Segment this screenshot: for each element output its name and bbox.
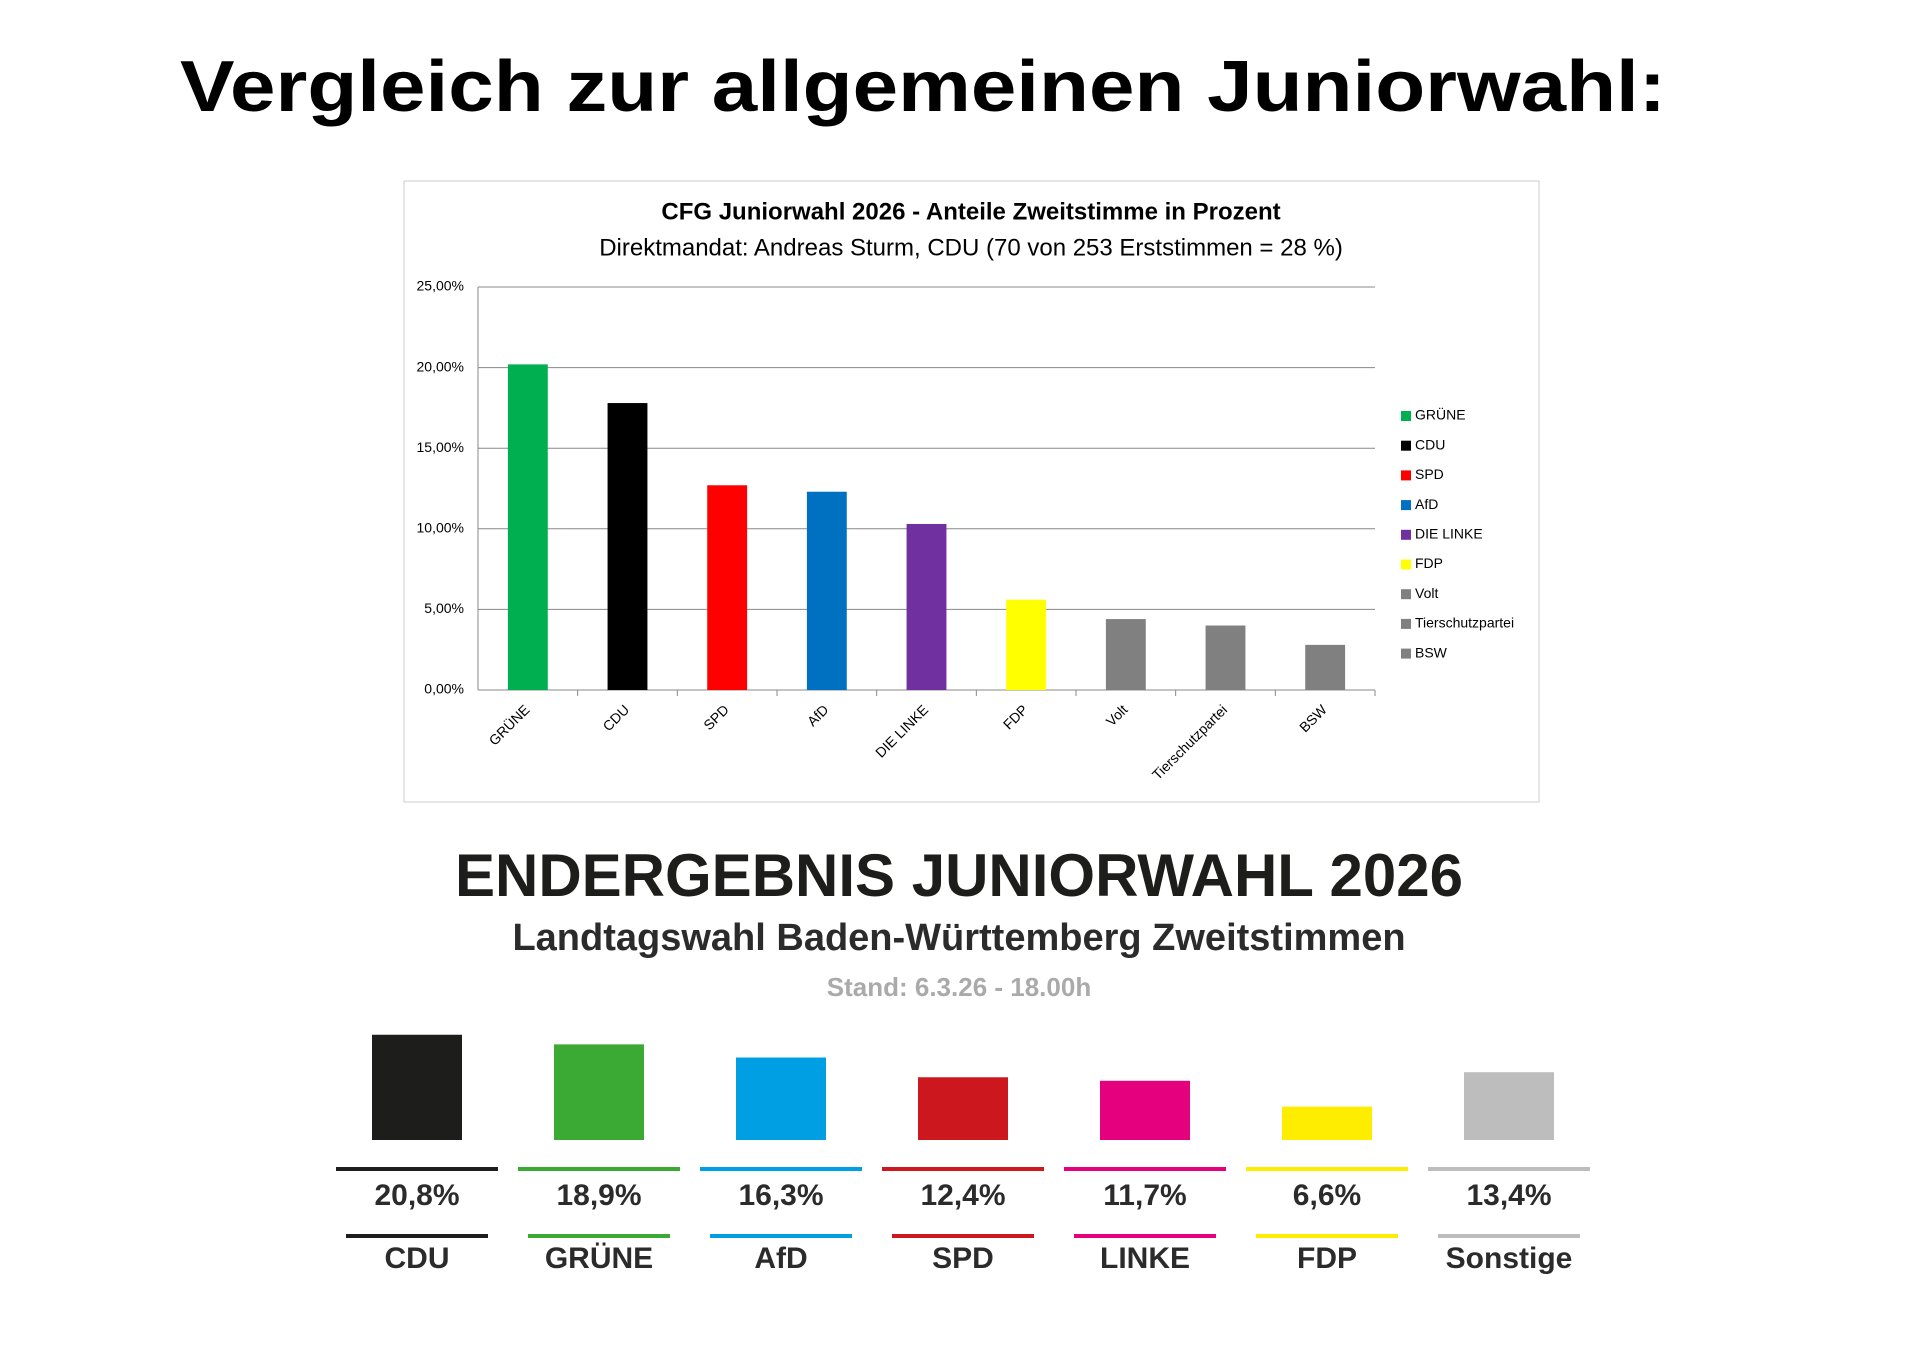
bar	[1006, 599, 1047, 690]
y-tick-label: 25,00%	[417, 278, 464, 294]
category-label: AfD	[754, 1242, 807, 1275]
legend-label: BSW	[1415, 644, 1448, 660]
y-tick-label: 20,00%	[417, 358, 464, 374]
bar	[1100, 1080, 1190, 1140]
bar	[1205, 625, 1246, 690]
bar	[1105, 619, 1146, 690]
legend-label: SPD	[1415, 466, 1444, 482]
value-label: 11,7%	[1103, 1179, 1186, 1212]
legend-swatch	[1401, 500, 1411, 511]
bar	[554, 1044, 644, 1140]
legend-swatch	[1401, 440, 1411, 451]
bar	[372, 1034, 462, 1140]
category-label: FDP	[1297, 1242, 1357, 1275]
bar	[507, 364, 548, 690]
category-label: SPD	[932, 1242, 994, 1275]
legend-swatch	[1401, 559, 1411, 570]
value-label: 13,4%	[1466, 1179, 1551, 1212]
legend-label: FDP	[1415, 555, 1443, 571]
legend-label: Tierschutzpartei	[1415, 615, 1514, 631]
legend-swatch	[1401, 648, 1411, 659]
chart-title: CFG Juniorwahl 2026 - Anteile Zweitstimm…	[661, 198, 1280, 225]
chart-subtitle: Direktmandat: Andreas Sturm, CDU (70 von…	[599, 234, 1343, 261]
bar	[736, 1057, 826, 1140]
bar	[906, 523, 947, 690]
legend-label: CDU	[1415, 436, 1445, 452]
category-label: GRÜNE	[545, 1242, 653, 1275]
category-label: Sonstige	[1446, 1242, 1573, 1275]
bar	[1282, 1106, 1372, 1140]
category-label: CDU	[385, 1242, 450, 1275]
legend-swatch	[1401, 618, 1411, 629]
chart-title: ENDERGEBNIS JUNIORWAHL 2026	[455, 842, 1463, 909]
legend-swatch	[1401, 470, 1411, 481]
legend-swatch	[1401, 411, 1411, 421]
bar	[1464, 1072, 1554, 1140]
bar	[1305, 644, 1346, 690]
value-label: 12,4%	[920, 1179, 1005, 1212]
legend-swatch	[1401, 589, 1411, 600]
chart-subtitle: Landtagswahl Baden-Württemberg Zweitstim…	[512, 917, 1405, 959]
bar	[607, 403, 648, 690]
y-tick-label: 0,00%	[424, 681, 464, 697]
value-label: 6,6%	[1293, 1179, 1361, 1212]
category-label: LINKE	[1100, 1242, 1190, 1275]
bar	[806, 491, 847, 690]
value-label: 20,8%	[374, 1179, 459, 1212]
y-tick-label: 15,00%	[417, 439, 464, 455]
bar	[707, 485, 748, 690]
legend-label: Volt	[1415, 585, 1438, 601]
legend-swatch	[1401, 529, 1411, 540]
chart-frame	[403, 180, 1540, 803]
y-tick-label: 10,00%	[417, 520, 464, 536]
chart-note: Stand: 6.3.26 - 18.00h	[827, 972, 1091, 1002]
value-label: 18,9%	[556, 1179, 641, 1212]
value-label: 16,3%	[738, 1179, 823, 1212]
y-tick-label: 5,00%	[424, 600, 464, 616]
bar	[918, 1077, 1008, 1140]
legend-label: GRÜNE	[1415, 406, 1466, 423]
legend-label: AfD	[1415, 496, 1438, 512]
page-heading: Vergleich zur allgemeinen Juniorwahl:	[180, 47, 1666, 127]
legend-label: DIE LINKE	[1415, 526, 1483, 542]
